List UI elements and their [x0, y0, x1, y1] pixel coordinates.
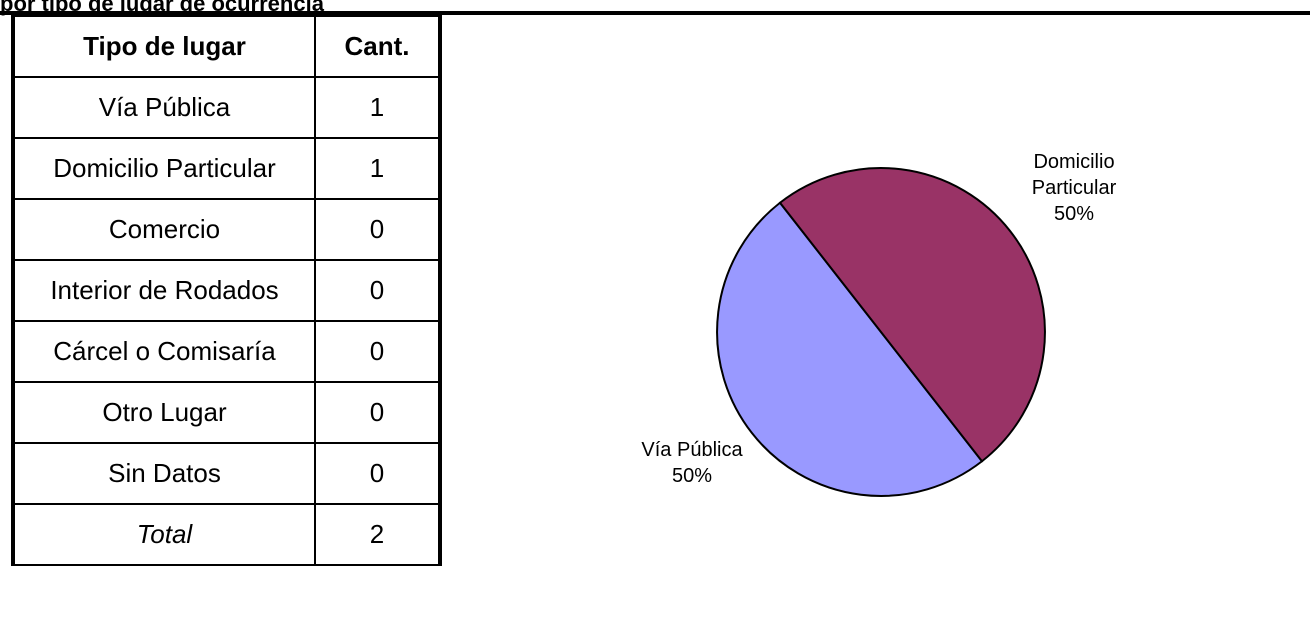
row-cant: 1 [314, 137, 441, 200]
row-lugar: Otro Lugar [12, 381, 316, 444]
row-cant: 0 [314, 381, 441, 444]
table-total-row: Total 2 [12, 503, 441, 566]
row-lugar: Domicilio Particular [12, 137, 316, 200]
pie-chart: Vía Pública 50% Domicilio Particular 50% [641, 151, 1117, 497]
pie-slice-0 [716, 201, 984, 497]
row-lugar: Interior de Rodados [12, 259, 316, 322]
pie-label-1: Domicilio Particular 50% [1032, 151, 1117, 225]
pie-labels: Vía Pública 50% Domicilio Particular 50% [641, 151, 1116, 487]
total-cant: 2 [314, 503, 441, 566]
table-row: Comercio 0 [12, 198, 441, 261]
row-lugar: Sin Datos [12, 442, 316, 505]
table-row: Sin Datos 0 [12, 442, 441, 505]
pie-label-0: Vía Pública 50% [641, 439, 743, 487]
header-cant: Cant. [314, 15, 441, 78]
table-row: Cárcel o Comisaría 0 [12, 320, 441, 383]
row-lugar: Vía Pública [12, 76, 316, 139]
pie-slices [716, 167, 1046, 497]
row-lugar: Comercio [12, 198, 316, 261]
row-cant: 0 [314, 442, 441, 505]
row-cant: 1 [314, 76, 441, 139]
table-row: Domicilio Particular 1 [12, 137, 441, 200]
row-cant: 0 [314, 259, 441, 322]
row-cant: 0 [314, 320, 441, 383]
table-header-row: Tipo de lugar Cant. [12, 15, 441, 78]
row-cant: 0 [314, 198, 441, 261]
data-table: Tipo de lugar Cant. Vía Pública 1 Domici… [11, 15, 442, 566]
top-rule [0, 11, 1310, 15]
header-tipo-de-lugar: Tipo de lugar [12, 15, 316, 78]
table-row: Vía Pública 1 [12, 76, 441, 139]
row-lugar: Cárcel o Comisaría [12, 320, 316, 383]
pie-slice-1 [778, 167, 1046, 463]
table-row: Interior de Rodados 0 [12, 259, 441, 322]
table-row: Otro Lugar 0 [12, 381, 441, 444]
total-label: Total [12, 503, 316, 566]
